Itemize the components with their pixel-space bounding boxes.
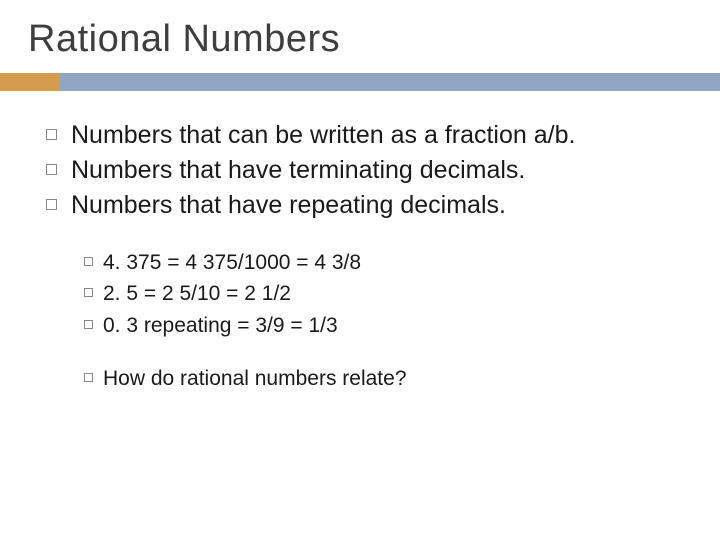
list-item: How do rational numbers relate? (84, 364, 692, 393)
list-item: 0. 3 repeating = 3/9 = 1/3 (84, 311, 692, 340)
bullet-text: Numbers that can be written as a fractio… (71, 119, 575, 152)
list-item: Numbers that have repeating decimals. (46, 189, 692, 222)
slide-container: Rational Numbers Numbers that can be wri… (0, 0, 720, 540)
list-item: 2. 5 = 2 5/10 = 2 1/2 (84, 279, 692, 308)
bullet-text: Numbers that have terminating decimals. (71, 154, 525, 187)
question-bullet-list: How do rational numbers relate? (46, 364, 692, 393)
square-bullet-icon (46, 199, 57, 210)
divider-accent (0, 73, 60, 91)
list-item: Numbers that can be written as a fractio… (46, 119, 692, 152)
main-bullet-list: Numbers that can be written as a fractio… (46, 119, 692, 222)
list-item: Numbers that have terminating decimals. (46, 154, 692, 187)
example-bullet-list: 4. 375 = 4 375/1000 = 4 3/8 2. 5 = 2 5/1… (46, 248, 692, 340)
square-bullet-icon (46, 129, 57, 140)
square-bullet-icon (84, 373, 93, 382)
content-area: Numbers that can be written as a fractio… (28, 119, 692, 394)
square-bullet-icon (46, 164, 57, 175)
slide-title: Rational Numbers (28, 18, 692, 61)
divider-main (60, 73, 720, 91)
bullet-text: 2. 5 = 2 5/10 = 2 1/2 (103, 279, 291, 308)
square-bullet-icon (84, 320, 93, 329)
title-divider (0, 73, 720, 91)
bullet-text: Numbers that have repeating decimals. (71, 189, 506, 222)
list-item: 4. 375 = 4 375/1000 = 4 3/8 (84, 248, 692, 277)
bullet-text: 0. 3 repeating = 3/9 = 1/3 (103, 311, 338, 340)
square-bullet-icon (84, 288, 93, 297)
square-bullet-icon (84, 257, 93, 266)
bullet-text: How do rational numbers relate? (103, 364, 407, 393)
bullet-text: 4. 375 = 4 375/1000 = 4 3/8 (103, 248, 361, 277)
